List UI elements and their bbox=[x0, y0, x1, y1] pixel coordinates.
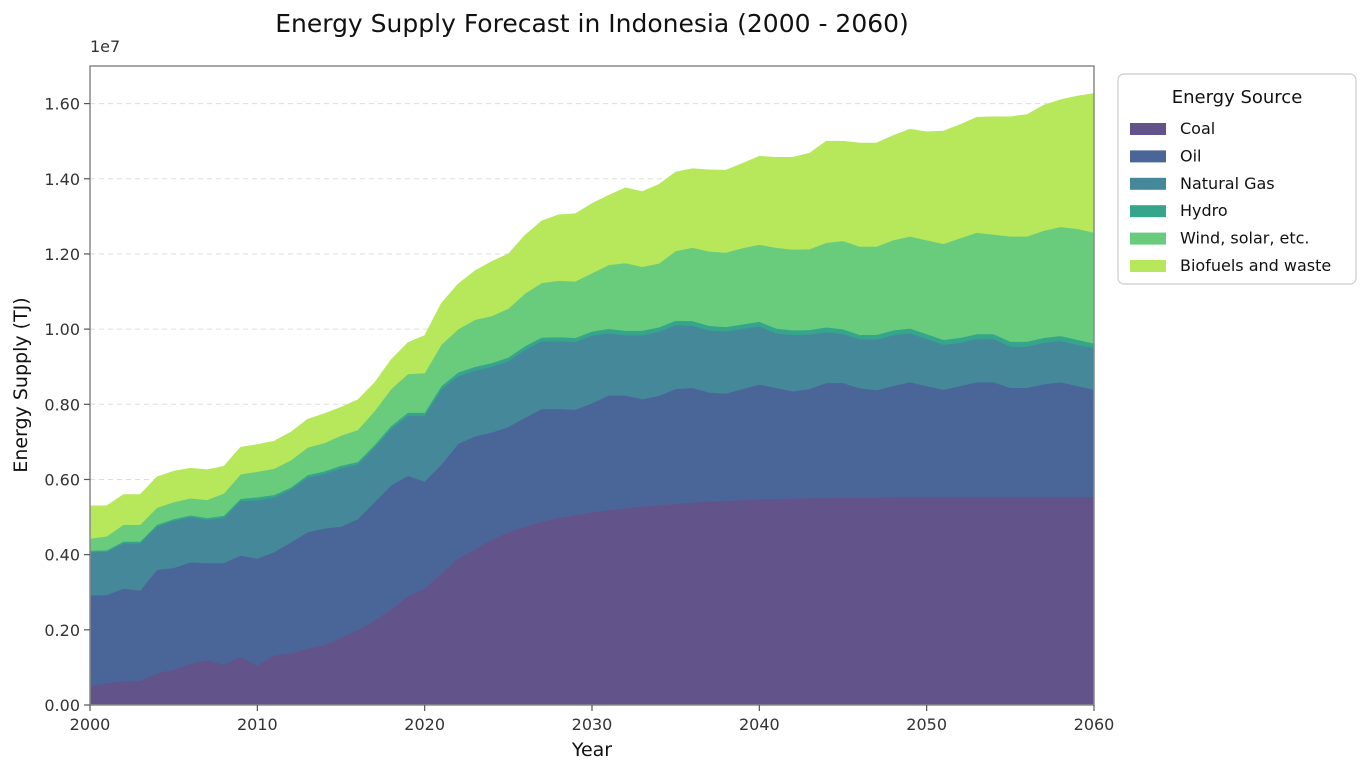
x-tick-label: 2000 bbox=[70, 715, 111, 734]
y-tick-label: 1.20 bbox=[44, 245, 80, 264]
y-tick-label: 0.40 bbox=[44, 546, 80, 565]
y-tick-label: 1.60 bbox=[44, 95, 80, 114]
y-tick-label: 1.00 bbox=[44, 320, 80, 339]
x-tick-label: 2050 bbox=[906, 715, 947, 734]
legend-swatch bbox=[1130, 205, 1166, 218]
legend-label: Hydro bbox=[1180, 201, 1228, 220]
y-tick-label: 0.00 bbox=[44, 696, 80, 715]
legend-title: Energy Source bbox=[1172, 87, 1303, 108]
legend-box bbox=[1117, 73, 1357, 285]
x-tick-label: 2060 bbox=[1074, 715, 1115, 734]
legend-swatch bbox=[1130, 232, 1166, 245]
legend: Energy Source Coal Oil Natural Gas Hydro Wind… bbox=[1117, 73, 1357, 285]
legend-label: Wind, solar, etc. bbox=[1180, 229, 1310, 248]
axes: 2000 2010 2020 2030 2040 2050 2060 0.00 0.20 0.40… bbox=[44, 65, 1115, 734]
y-tick-label: 0.60 bbox=[44, 470, 80, 489]
x-tick-label: 2040 bbox=[739, 715, 780, 734]
legend-swatch bbox=[1130, 150, 1166, 163]
y-tick-label: 1.40 bbox=[44, 170, 80, 189]
x-tick-label: 2020 bbox=[404, 715, 445, 734]
x-tick-label: 2010 bbox=[237, 715, 278, 734]
legend-swatch bbox=[1130, 123, 1166, 135]
chart-title: Energy Supply Forecast in Indonesia (200… bbox=[275, 9, 909, 38]
y-scale-multiplier: 1e7 bbox=[90, 37, 120, 56]
x-axis-title: Year bbox=[571, 739, 612, 761]
legend-label: Coal bbox=[1180, 119, 1215, 138]
legend-label: Oil bbox=[1180, 146, 1201, 165]
stacked-areas bbox=[89, 93, 1095, 706]
y-tick-label: 0.80 bbox=[44, 395, 80, 414]
legend-swatch bbox=[1130, 177, 1166, 190]
legend-label: Biofuels and waste bbox=[1180, 256, 1331, 275]
y-tick-label: 0.20 bbox=[44, 621, 80, 640]
legend-swatch bbox=[1130, 260, 1166, 272]
legend-label: Natural Gas bbox=[1180, 174, 1275, 193]
x-tick-label: 2030 bbox=[572, 715, 613, 734]
y-axis-title: Energy Supply (TJ) bbox=[10, 297, 32, 472]
